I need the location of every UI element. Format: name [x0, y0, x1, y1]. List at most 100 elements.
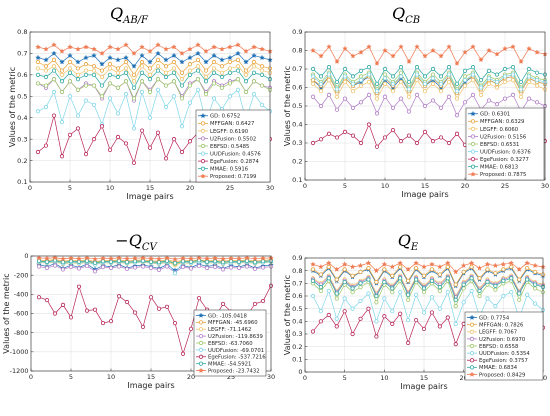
data-point: [115, 46, 121, 52]
data-point: [414, 78, 420, 83]
data-point: [374, 293, 379, 299]
data-point: [140, 264, 146, 269]
data-point: [100, 264, 106, 270]
series-uudfusion: [310, 288, 546, 326]
legend-label: EgeFusion: 0.2874: [210, 159, 260, 165]
data-point: [534, 78, 540, 83]
legend-marker: [469, 329, 475, 334]
data-point: [131, 96, 137, 101]
legend-entry: Proposed: 0.8429: [467, 371, 525, 378]
data-point: [195, 87, 201, 92]
data-point: [59, 48, 65, 54]
data-point: [326, 92, 332, 98]
data-point: [398, 264, 403, 269]
y-tick-label: 0.7: [292, 65, 302, 73]
data-point: [172, 261, 178, 266]
data-point: [525, 292, 530, 297]
data-point: [132, 265, 138, 270]
data-point: [220, 301, 226, 307]
data-point: [510, 78, 516, 83]
data-point: [163, 74, 169, 80]
x-axis-label: Image pairs: [400, 382, 447, 391]
legend-marker: [470, 157, 476, 162]
data-point: [227, 44, 233, 50]
data-point: [243, 68, 249, 73]
data-point: [421, 273, 427, 278]
data-point: [84, 263, 90, 269]
legend-label: GD: 0.7754: [479, 315, 510, 321]
data-point: [251, 64, 257, 69]
y-tick-label: -600: [14, 310, 29, 318]
data-point: [131, 63, 137, 69]
data-point: [155, 68, 161, 73]
series-mmae: [35, 68, 273, 90]
data-point: [212, 255, 218, 261]
data-point: [350, 74, 356, 79]
data-point: [366, 277, 371, 282]
data-point: [43, 74, 49, 80]
data-point: [252, 260, 258, 265]
data-point: [374, 279, 379, 285]
legend-entry: U2Fusion: 0.6970: [467, 336, 526, 343]
y-tick-label: 0.3: [17, 135, 27, 143]
data-point: [334, 296, 339, 301]
data-point: [236, 255, 242, 261]
data-point: [453, 282, 458, 287]
data-point: [462, 83, 468, 88]
data-point: [437, 306, 442, 311]
data-point: [108, 259, 114, 264]
data-point: [350, 133, 356, 138]
data-point: [462, 68, 468, 73]
x-tick-label: 5: [343, 374, 347, 382]
data-point: [171, 59, 177, 65]
data-point: [374, 334, 379, 339]
data-point: [44, 297, 50, 303]
data-point: [318, 53, 324, 59]
data-point: [318, 319, 323, 324]
data-point: [60, 260, 66, 265]
data-point: [532, 262, 538, 268]
legend-marker: [469, 336, 475, 341]
data-point: [318, 309, 323, 314]
data-point: [195, 57, 201, 62]
legend-entry: EgeFusion: 0.3277: [468, 157, 529, 163]
legend-entry: U2Fusion: 0.5156: [468, 134, 527, 140]
legend-label: LEGFF: -71.1462: [208, 327, 251, 333]
y-tick-label: 0.9: [292, 28, 302, 36]
data-point: [438, 89, 444, 94]
legend-marker: [200, 159, 206, 164]
legend-label: GD: 0.6301: [480, 112, 510, 118]
legend-marker: [200, 151, 206, 156]
data-point: [115, 66, 121, 71]
data-point: [252, 301, 258, 307]
data-point: [350, 105, 356, 110]
data-point: [172, 320, 178, 326]
data-point: [445, 315, 450, 320]
x-tick-label: 10: [106, 184, 114, 192]
data-point: [116, 264, 122, 269]
data-point: [532, 269, 538, 275]
data-point: [52, 263, 58, 268]
data-point: [203, 79, 209, 84]
series-mmae: [310, 276, 546, 302]
data-point: [35, 59, 41, 65]
chart-panel-qcb: 0 5 10 15 20 25 30 0.1 0.2 0.3 0.4 0.5 0.6 0.7 0.8 0.9 I…: [283, 4, 549, 199]
data-point: [91, 102, 97, 107]
legend-label: LEGFF: 0.6060: [480, 127, 519, 133]
legend-entry: LEGFF: -71.1462: [196, 327, 251, 333]
data-point: [108, 319, 114, 324]
legend-label: EBFSD: 0.5485: [210, 144, 249, 150]
data-point: [259, 68, 265, 73]
data-point: [164, 304, 170, 309]
legend-marker: [469, 371, 475, 377]
data-point: [139, 59, 145, 65]
data-point: [462, 49, 468, 55]
data-point: [107, 72, 113, 77]
data-point: [67, 94, 73, 99]
y-tick-label: 0.7: [17, 50, 27, 58]
data-point: [244, 254, 250, 261]
data-point: [500, 261, 507, 267]
legend-entry: GD: 0.7754: [467, 314, 510, 321]
data-point: [243, 79, 249, 84]
data-point: [437, 263, 443, 270]
